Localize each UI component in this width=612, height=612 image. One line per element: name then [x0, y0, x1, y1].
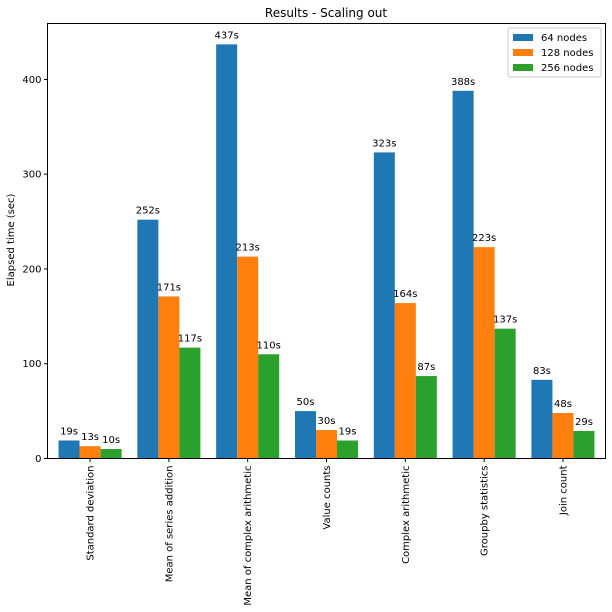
bar — [258, 354, 280, 459]
chart-title: Results - Scaling out — [265, 6, 388, 20]
bar-value-label: 87s — [417, 362, 435, 373]
bar-value-label: 19s — [60, 426, 78, 437]
bar-value-label: 323s — [372, 138, 396, 149]
bar — [337, 440, 359, 459]
y-axis-label: Elapsed time (sec) — [6, 193, 17, 286]
bar — [452, 90, 474, 459]
bar — [552, 413, 574, 459]
bar — [216, 44, 238, 459]
x-axis: Standard deviation Mean of series additio… — [86, 458, 569, 606]
bar-value-label: 13s — [81, 432, 99, 443]
bar-value-label: 30s — [318, 416, 336, 427]
bar-value-label: 388s — [451, 77, 475, 88]
bar-value-label: 48s — [554, 399, 572, 410]
bar — [179, 347, 201, 459]
y-tick-label: 100 — [22, 359, 41, 370]
bar-value-label: 437s — [215, 30, 239, 41]
bar — [415, 376, 437, 459]
x-tick-label: Mean of complex arithmetic — [243, 466, 254, 606]
x-tick-label: Standard deviation — [86, 466, 97, 561]
bar — [158, 296, 180, 459]
bar-value-label: 137s — [493, 315, 517, 326]
plot-frame — [47, 23, 606, 459]
x-tick-label: Groupby statistics — [480, 466, 491, 556]
bar — [315, 430, 338, 459]
bar — [473, 247, 495, 459]
bar-labels-group: 19s252s437s50s323s388s83s13s171s213s30s1… — [60, 30, 593, 446]
bar-value-label: 110s — [257, 340, 281, 351]
bar-value-label: 213s — [236, 243, 260, 254]
bars-group — [58, 44, 595, 459]
bar — [373, 152, 395, 459]
legend-label: 128 nodes — [541, 48, 593, 59]
bar — [100, 449, 122, 459]
legend-label: 256 nodes — [541, 63, 593, 74]
bar — [137, 219, 159, 459]
legend-swatch — [513, 49, 533, 56]
y-tick-label: 0 — [35, 454, 41, 465]
bar-value-label: 171s — [157, 282, 181, 293]
bar-value-label: 19s — [339, 426, 357, 437]
bar-value-label: 164s — [393, 289, 417, 300]
bar — [494, 328, 516, 459]
y-tick-label: 400 — [22, 75, 41, 86]
bar — [394, 303, 416, 459]
bar — [237, 256, 259, 459]
y-axis: 0 100 200 300 400 — [22, 75, 48, 465]
y-tick-label: 300 — [22, 170, 41, 181]
bar-value-label: 50s — [297, 397, 315, 408]
x-tick-label: Mean of series addition — [164, 466, 175, 583]
x-tick-label: Complex arithmetic — [401, 466, 412, 564]
x-tick-label: Join count — [558, 465, 569, 516]
bar-value-label: 117s — [178, 334, 202, 345]
y-tick-label: 200 — [22, 264, 41, 275]
bar-value-label: 252s — [136, 206, 160, 217]
legend-label: 64 nodes — [541, 33, 587, 44]
bar — [531, 379, 553, 459]
bar — [58, 440, 80, 459]
bar-value-label: 83s — [533, 366, 551, 377]
bar — [294, 411, 316, 459]
bar-value-label: 10s — [102, 435, 120, 446]
bar — [573, 431, 595, 459]
legend-swatch — [513, 34, 533, 41]
legend-swatch — [513, 64, 533, 71]
legend: 64 nodes 128 nodes 256 nodes — [507, 27, 602, 78]
bar-value-label: 29s — [575, 417, 593, 428]
bar-value-label: 223s — [472, 233, 496, 244]
x-tick-label: Value counts — [322, 466, 333, 530]
bar — [79, 446, 101, 459]
